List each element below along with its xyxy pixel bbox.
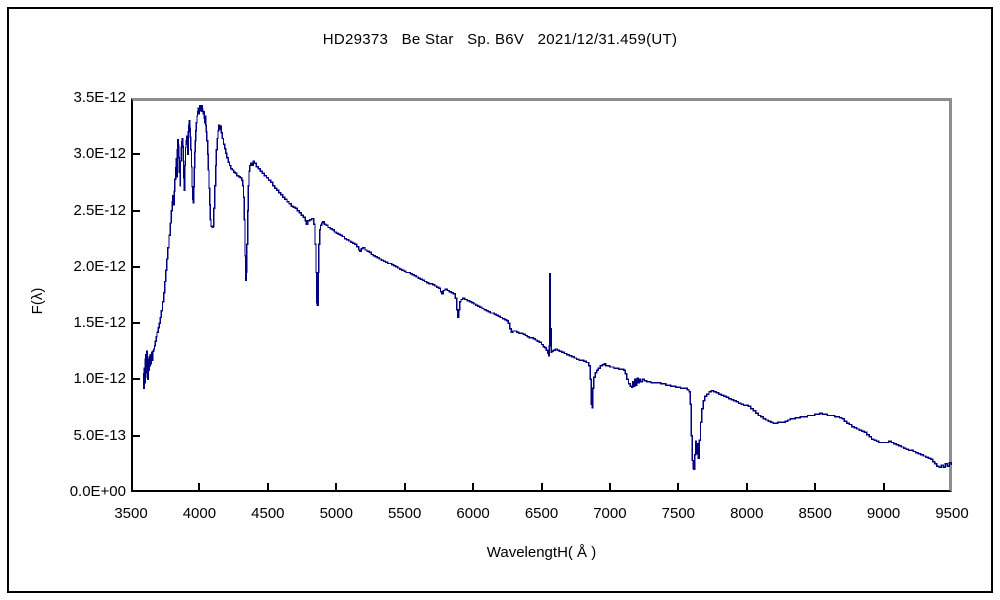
y-tick-mark [133,209,140,212]
y-tick-label: 1.5E-12 [73,314,126,332]
y-tick-mark [133,322,140,325]
x-tick-label: 4500 [251,505,285,522]
y-tick-label: 0.0E+00 [69,483,126,500]
x-tick-label: 6500 [524,505,559,522]
y-tick-mark [133,153,140,156]
y-tick-mark [133,434,140,437]
x-tick-mark [472,483,475,490]
spectrum-plot-svg [142,105,952,471]
x-tick-mark [814,483,817,490]
y-tick-label: 2.5E-12 [73,201,126,219]
x-tick-mark [608,483,611,490]
x-tick-label: 5000 [319,505,353,522]
x-tick-label: 9000 [866,505,901,522]
x-tick-mark [540,483,543,490]
x-tick-label: 8500 [798,505,832,522]
spectrum-line [142,105,952,471]
x-tick-label: 8000 [730,505,764,522]
x-tick-label: 9500 [935,505,969,522]
x-tick-mark [403,483,406,490]
x-tick-label: 7000 [593,505,627,522]
x-tick-mark [198,483,201,490]
x-tick-mark [335,483,338,490]
y-tick-mark [133,378,140,381]
x-tick-label: 3500 [114,505,148,522]
x-tick-mark [745,483,748,490]
x-axis-title: WavelengtH( Å ) [486,544,597,561]
plot-area [131,98,952,492]
x-tick-mark [882,483,885,490]
y-tick-mark [133,265,140,268]
y-tick-label: 5.0E-13 [73,426,126,444]
chart-title: HD29373 Be Star Sp. B6V 2021/12/31.459(U… [322,31,678,48]
y-tick-label: 3.0E-12 [73,145,126,163]
y-tick-label: 3.5E-12 [73,89,126,106]
x-tick-label: 7500 [661,505,696,522]
y-tick-label: 2.0E-12 [73,257,126,275]
y-tick-label: 1.0E-12 [73,370,126,388]
x-tick-label: 6000 [456,505,490,522]
x-tick-label: 5500 [387,505,422,522]
x-tick-mark [266,483,269,490]
x-tick-label: 4000 [182,505,217,522]
x-tick-mark [677,483,680,490]
